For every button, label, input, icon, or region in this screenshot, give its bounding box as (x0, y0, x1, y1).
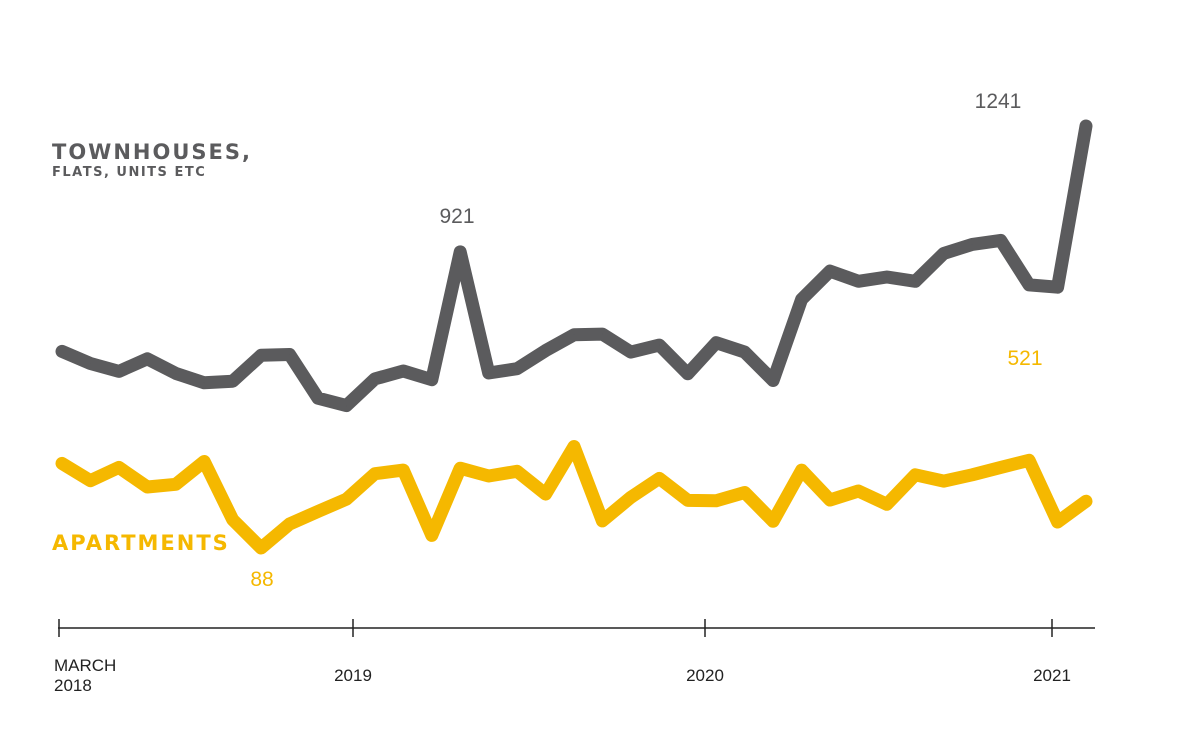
point-townhouses (914, 280, 916, 282)
point-apartments (260, 547, 262, 549)
point-apartments (1085, 500, 1087, 502)
point-townhouses (801, 298, 803, 300)
point-townhouses (431, 379, 433, 381)
x-tick-label: 2020 (686, 666, 724, 685)
point-apartments (687, 499, 689, 501)
series-lines (55, 119, 1093, 555)
point-apartments (488, 475, 490, 477)
point-townhouses (658, 344, 660, 346)
point-apartments (459, 467, 461, 469)
point-apartments (1057, 521, 1059, 523)
point-townhouses (118, 370, 120, 372)
point-apartments (1028, 459, 1030, 461)
callouts: 1241 921 88 521 (250, 90, 1042, 591)
point-apartments (829, 499, 831, 501)
point-apartments (118, 466, 120, 468)
point-townhouses (1057, 286, 1059, 288)
point-townhouses (516, 368, 518, 370)
point-apartments (146, 486, 148, 488)
point-townhouses (89, 363, 91, 365)
point-apartments (658, 477, 660, 479)
point-apartments (203, 460, 205, 462)
x-tick-label: 2021 (1033, 666, 1071, 685)
point-townhouses (459, 251, 461, 253)
callout-high-townhouses: 921 (439, 205, 474, 228)
point-townhouses (345, 405, 347, 407)
point-townhouses (61, 350, 63, 352)
point-apartments (971, 474, 973, 476)
point-townhouses (943, 252, 945, 254)
point-apartments (374, 473, 376, 475)
point-townhouses (829, 270, 831, 272)
point-apartments (801, 469, 803, 471)
point-apartments (715, 500, 717, 502)
point-townhouses (317, 397, 319, 399)
point-townhouses (175, 372, 177, 374)
point-apartments (317, 510, 319, 512)
point-apartments (1000, 466, 1002, 468)
point-townhouses (601, 333, 603, 335)
point-townhouses (1085, 125, 1087, 127)
x-tick-label: MARCH 2018 (54, 656, 116, 695)
point-apartments (402, 469, 404, 471)
x-axis: MARCH 2018 2019 2020 2021 (54, 619, 1095, 695)
legend-townhouses-subtitle: FLATS, UNITS ETC (52, 165, 207, 180)
series-line-townhouses (55, 119, 1093, 413)
callout-low-apartments: 88 (250, 568, 273, 591)
x-tick-label: 2019 (334, 666, 372, 685)
point-townhouses (402, 370, 404, 372)
point-townhouses (886, 276, 888, 278)
point-townhouses (687, 373, 689, 375)
point-apartments (61, 462, 63, 464)
point-townhouses (374, 378, 376, 380)
point-townhouses (573, 334, 575, 336)
point-townhouses (203, 382, 205, 384)
point-apartments (545, 493, 547, 495)
point-townhouses (260, 354, 262, 356)
point-apartments (175, 483, 177, 485)
point-apartments (886, 503, 888, 505)
point-apartments (601, 520, 603, 522)
point-townhouses (289, 354, 291, 356)
point-apartments (232, 519, 234, 521)
point-townhouses (744, 351, 746, 353)
point-townhouses (146, 358, 148, 360)
point-townhouses (857, 280, 859, 282)
point-townhouses (1000, 239, 1002, 241)
point-townhouses (630, 351, 632, 353)
point-apartments (943, 480, 945, 482)
point-apartments (345, 498, 347, 500)
point-townhouses (1028, 284, 1030, 286)
point-apartments (431, 534, 433, 536)
callout-high-apartments: 521 (1007, 347, 1042, 370)
point-apartments (744, 492, 746, 494)
point-townhouses (715, 342, 717, 344)
legend-apartments: APARTMENTS (52, 531, 230, 555)
legend-townhouses-title: TOWNHOUSES, (52, 140, 252, 164)
point-townhouses (971, 243, 973, 245)
point-apartments (516, 470, 518, 472)
point-apartments (573, 446, 575, 448)
point-townhouses (232, 380, 234, 382)
point-apartments (914, 474, 916, 476)
point-apartments (772, 520, 774, 522)
callout-peak-townhouses: 1241 (975, 90, 1022, 113)
point-apartments (630, 496, 632, 498)
point-apartments (89, 480, 91, 482)
point-townhouses (545, 350, 547, 352)
point-townhouses (488, 372, 490, 374)
point-apartments (289, 523, 291, 525)
point-townhouses (772, 379, 774, 381)
point-apartments (857, 490, 859, 492)
